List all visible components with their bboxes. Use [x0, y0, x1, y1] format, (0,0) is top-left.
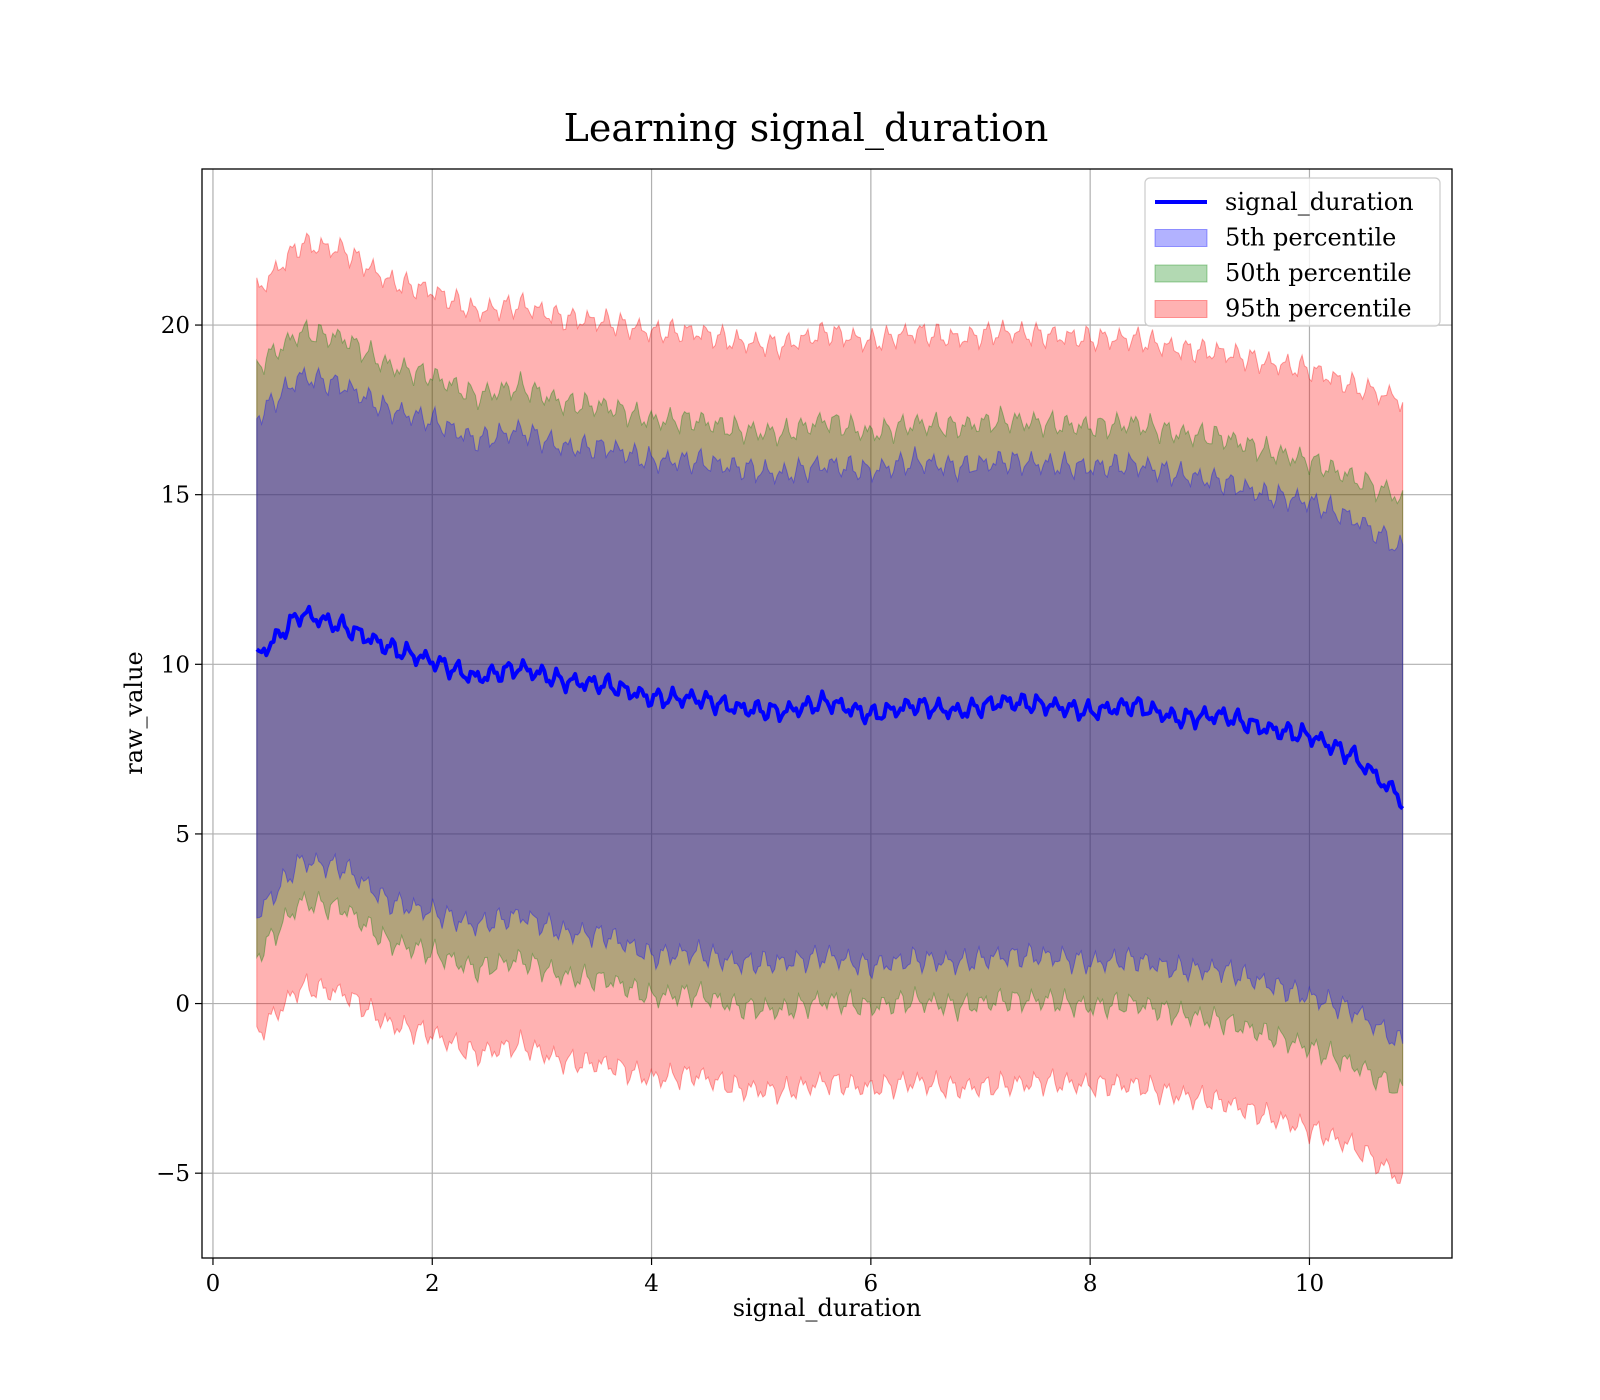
x-tick-label: 4 [644, 1271, 659, 1297]
x-tick-label: 8 [1083, 1271, 1098, 1297]
y-tick-label: 20 [161, 313, 190, 339]
legend-swatch-band [1154, 229, 1208, 247]
legend-label: signal_duration [1225, 188, 1414, 216]
y-axis-label: raw_value [120, 651, 148, 775]
x-tick-label: 10 [1295, 1271, 1324, 1297]
legend-label: 5th percentile [1225, 224, 1396, 252]
legend-label: 95th percentile [1225, 295, 1412, 323]
x-tick-label: 6 [864, 1271, 879, 1297]
axes-frame [201, 168, 1453, 1259]
x-axis-label: signal_duration [733, 1294, 922, 1322]
legend-label: 50th percentile [1225, 259, 1412, 287]
legend-swatch-band [1154, 264, 1208, 283]
x-tick-label: 0 [206, 1271, 221, 1297]
ticks: 0 2 4 6 8 10 −5 0 5 10 15 20 [156, 313, 1324, 1297]
y-tick-label: 15 [161, 483, 190, 509]
y-tick-label: 0 [175, 992, 190, 1018]
legend-box [1144, 177, 1441, 327]
legend: signal_duration 5th percentile 50th percen… [1144, 177, 1441, 327]
legend-swatch-band [1154, 300, 1208, 318]
x-tick-label: 2 [425, 1271, 440, 1297]
y-tick-label: −5 [156, 1161, 190, 1187]
y-tick-label: 5 [175, 822, 190, 848]
y-tick-label: 10 [161, 652, 190, 678]
chart-title: Learning signal_duration [564, 106, 1049, 151]
series-line-signal-duration [255, 604, 1405, 811]
grid [202, 169, 1452, 1258]
plot-area [255, 232, 1405, 1184]
